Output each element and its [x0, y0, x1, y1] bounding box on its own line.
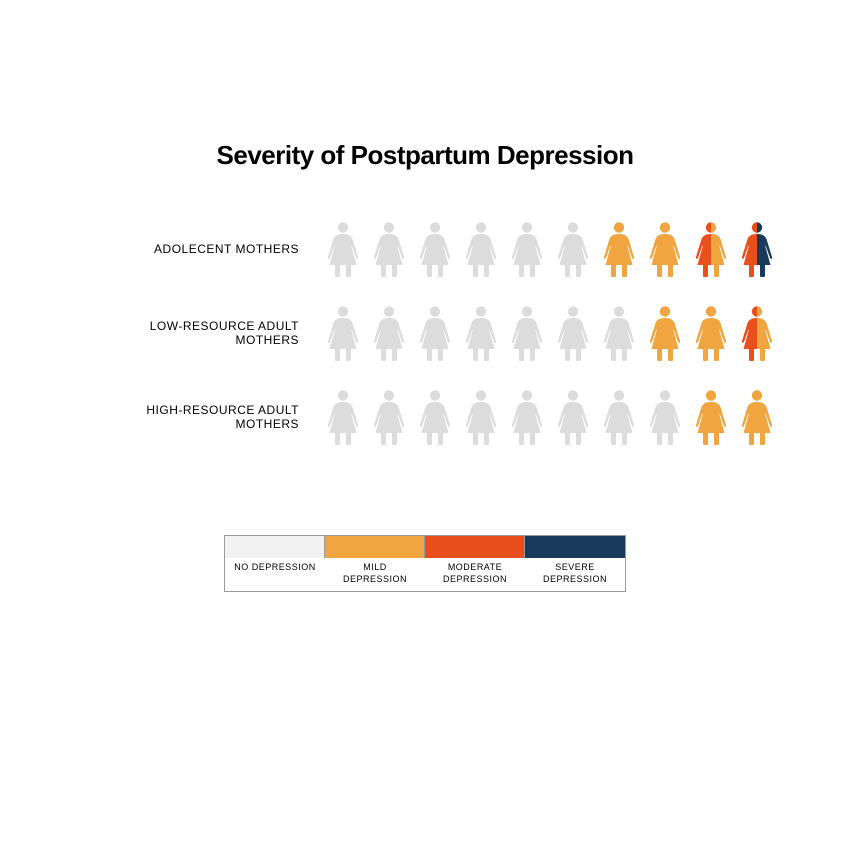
legend-item: SEVEREDEPRESSION — [525, 536, 625, 591]
person-icon — [507, 221, 547, 277]
person-icon — [415, 305, 455, 361]
legend-item: MODERATEDEPRESSION — [425, 536, 525, 591]
person-icon — [599, 389, 639, 445]
legend-swatch — [525, 536, 625, 558]
chart-title: Severity of Postpartum Depression — [217, 140, 634, 171]
row-label: ADOLECENT MOTHERS — [103, 242, 323, 256]
person-icon — [323, 305, 363, 361]
person-icon — [691, 389, 731, 445]
chart-row: HIGH-RESOURCE ADULT MOTHERS — [103, 389, 777, 445]
legend: NO DEPRESSION MILDDEPRESSION MODERATEDEPR… — [224, 535, 626, 592]
figure-group — [323, 389, 777, 445]
person-icon — [737, 221, 777, 277]
person-icon — [645, 389, 685, 445]
legend-label: SEVEREDEPRESSION — [543, 558, 607, 591]
row-label: LOW-RESOURCE ADULT MOTHERS — [103, 319, 323, 347]
person-icon — [737, 305, 777, 361]
person-icon — [507, 389, 547, 445]
person-icon — [737, 389, 777, 445]
legend-swatch — [325, 536, 425, 558]
person-icon — [369, 389, 409, 445]
chart-row: LOW-RESOURCE ADULT MOTHERS — [103, 305, 777, 361]
person-icon — [553, 305, 593, 361]
pictogram-chart: ADOLECENT MOTHERS — [103, 221, 777, 445]
person-icon — [599, 221, 639, 277]
person-icon — [369, 221, 409, 277]
person-icon — [553, 389, 593, 445]
person-icon — [415, 221, 455, 277]
person-icon — [691, 305, 731, 361]
figure-group — [323, 305, 777, 361]
person-icon — [323, 221, 363, 277]
legend-label: NO DEPRESSION — [234, 558, 316, 591]
person-icon — [461, 389, 501, 445]
person-icon — [645, 305, 685, 361]
person-icon — [507, 305, 547, 361]
legend-item: MILDDEPRESSION — [325, 536, 425, 591]
person-icon — [461, 221, 501, 277]
person-icon — [691, 221, 731, 277]
legend-label: MODERATEDEPRESSION — [443, 558, 507, 591]
person-icon — [323, 389, 363, 445]
person-icon — [461, 305, 501, 361]
person-icon — [553, 221, 593, 277]
chart-row: ADOLECENT MOTHERS — [103, 221, 777, 277]
legend-swatch — [425, 536, 525, 558]
legend-swatch — [225, 536, 325, 558]
row-label: HIGH-RESOURCE ADULT MOTHERS — [103, 403, 323, 431]
person-icon — [415, 389, 455, 445]
legend-label: MILDDEPRESSION — [343, 558, 407, 591]
person-icon — [599, 305, 639, 361]
person-icon — [369, 305, 409, 361]
person-icon — [645, 221, 685, 277]
legend-item: NO DEPRESSION — [225, 536, 325, 591]
figure-group — [323, 221, 777, 277]
